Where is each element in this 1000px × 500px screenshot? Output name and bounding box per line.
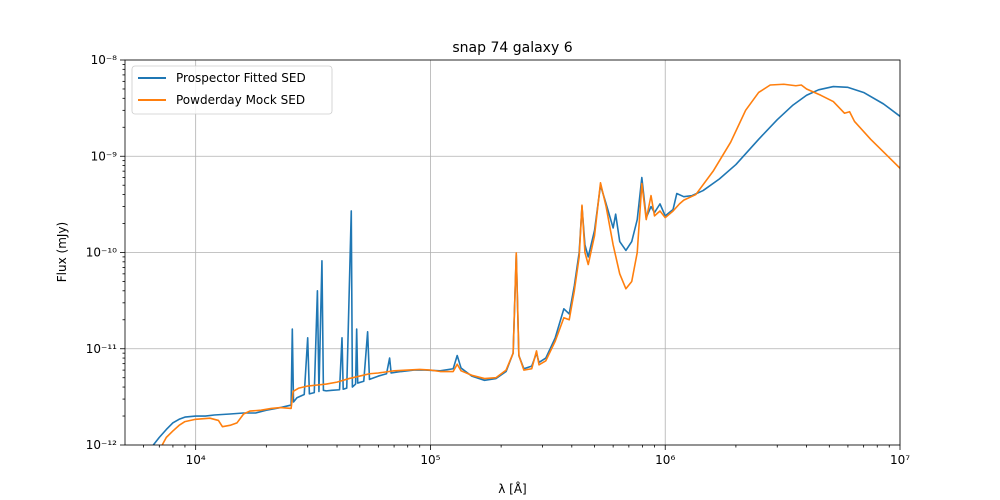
y-tick-label: 10⁻⁸ [91,53,118,67]
series-line-powderday-mock-sed [161,83,900,445]
grid-lines [125,59,901,446]
y-tick-label: 10⁻¹⁰ [86,246,117,260]
legend-label-powderday: Powderday Mock SED [176,93,305,107]
y-tick-label: 10⁻¹² [86,438,117,452]
y-tick-label: 10⁻¹¹ [86,342,117,356]
x-tick-label: 10⁵ [420,453,440,467]
series-line-prospector-fitted-sed [152,85,900,445]
y-tick-label: 10⁻⁹ [91,149,118,163]
chart-title: snap 74 galaxy 6 [452,40,572,56]
legend: Prospector Fitted SED Powderday Mock SED [131,65,333,115]
y-axis-label: Flux (mJy) [55,222,69,282]
legend-box [131,65,333,115]
x-tick-label: 10⁴ [186,453,206,467]
series-lines [152,83,900,445]
axis-ticks: 10⁴ 10⁵ 10⁶ 10⁷ 10⁻¹² 10⁻¹¹ 10⁻¹⁰ 10⁻⁹ 10⁻⁸ [86,53,910,467]
x-axis-label: λ [Å] [498,481,527,496]
legend-label-prospector: Prospector Fitted SED [176,71,306,85]
x-tick-label: 10⁷ [890,453,910,467]
x-tick-label: 10⁶ [655,453,675,467]
